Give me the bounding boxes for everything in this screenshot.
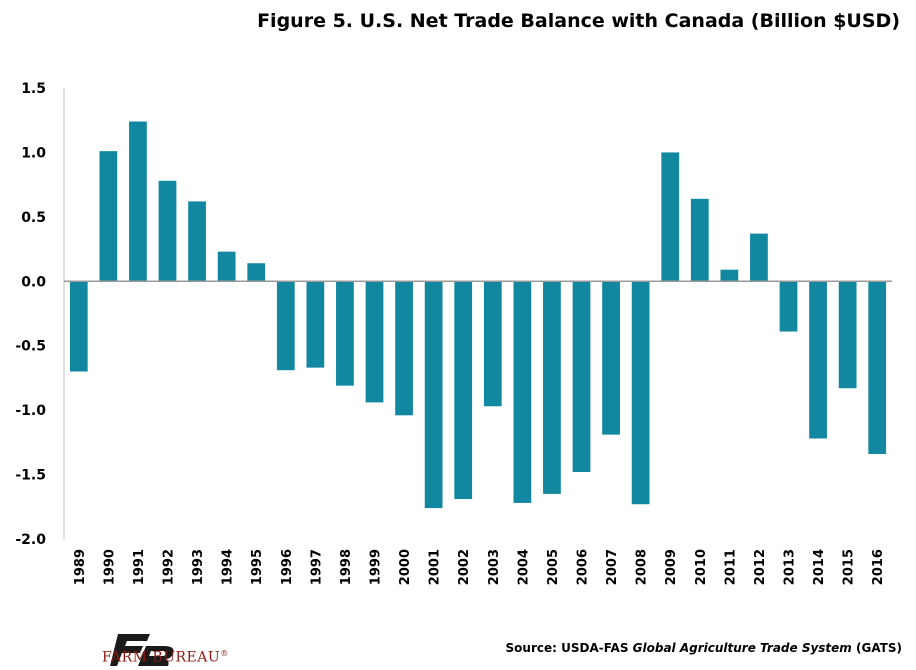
bar [602,281,620,435]
x-tick-label: 2015 [842,549,857,585]
bar [631,281,650,505]
bar [779,281,798,332]
bar [661,152,680,282]
x-tick-label: 1992 [162,549,177,585]
x-tick-label: 1999 [369,549,384,585]
x-tick-label: 1991 [132,549,147,585]
bar [424,281,443,509]
bar [543,281,561,494]
x-tick-label: 1990 [102,549,117,585]
bar [454,281,473,500]
bar [868,281,887,454]
bar [572,281,591,472]
x-tick-label: 1994 [221,549,236,585]
y-tick-label: -1.0 [15,403,46,419]
x-tick-label: 2016 [871,549,886,585]
x-tick-label: 2013 [783,549,798,585]
bar [809,281,827,439]
x-tick-label: 2011 [723,549,738,585]
bar [188,201,206,282]
x-tick-label: 1997 [309,549,324,585]
y-tick-label: 0.0 [21,274,46,290]
x-tick-label: 2010 [694,549,709,585]
x-tick-label: 2009 [664,549,679,585]
x-tick-label: 2002 [457,549,472,585]
bar [690,198,709,282]
y-tick-label: -2.0 [15,532,46,548]
source-note: Source: USDA-FAS Global Agriculture Trad… [505,641,902,655]
bar [483,281,502,407]
y-tick-label: 1.5 [21,81,46,97]
farm-bureau-wordmark: FARM BUREAU® [102,649,229,666]
x-tick-label: 2007 [605,549,620,585]
bar [69,281,88,372]
x-tick-label: 2000 [398,549,413,585]
bar-chart: 1.5 1.0 0.5 0.0 -0.5 -1.0 -1.5 -2.0 1989 1990 199… [15,81,892,585]
x-axis: 1989 1990 1991 1992 1993 1994 1995 1996 1997 1998… [64,280,892,585]
bar [306,281,325,368]
bar [276,281,295,371]
x-tick-label: 2003 [487,549,502,585]
x-tick-label: 2006 [576,549,591,585]
chart-title: Figure 5. U.S. Net Trade Balance with Ca… [257,10,900,32]
x-tick-label: 1995 [250,549,265,585]
x-tick-label: 1996 [280,549,295,585]
y-tick-label: 0.5 [21,210,46,226]
x-tick-label: 1993 [191,549,206,585]
x-tick-label: 2012 [753,549,768,585]
bar [395,281,413,416]
bar [217,251,236,282]
x-tick-label: 1989 [73,549,88,585]
x-tick-label: 2004 [516,549,531,585]
x-tick-label: 2001 [428,549,443,585]
bar [99,151,118,282]
bar [158,180,177,282]
y-axis: 1.5 1.0 0.5 0.0 -0.5 -1.0 -1.5 -2.0 [15,81,65,548]
x-tick-label: 2014 [812,549,827,585]
bar [838,281,857,389]
farm-bureau-logo-icon [110,634,174,666]
bars [69,121,887,509]
x-tick-label: 2005 [546,549,561,585]
x-tick-label: 2008 [635,549,650,585]
y-tick-label: 1.0 [21,145,46,161]
y-tick-label: -1.5 [15,468,46,484]
bar [336,281,354,386]
y-tick-label: -0.5 [15,339,46,355]
bar [129,121,147,282]
bar [513,281,532,503]
bar [247,263,266,282]
x-tick-label: 1998 [339,549,354,585]
bar [750,233,768,282]
bar [365,281,384,403]
bar [720,269,739,282]
